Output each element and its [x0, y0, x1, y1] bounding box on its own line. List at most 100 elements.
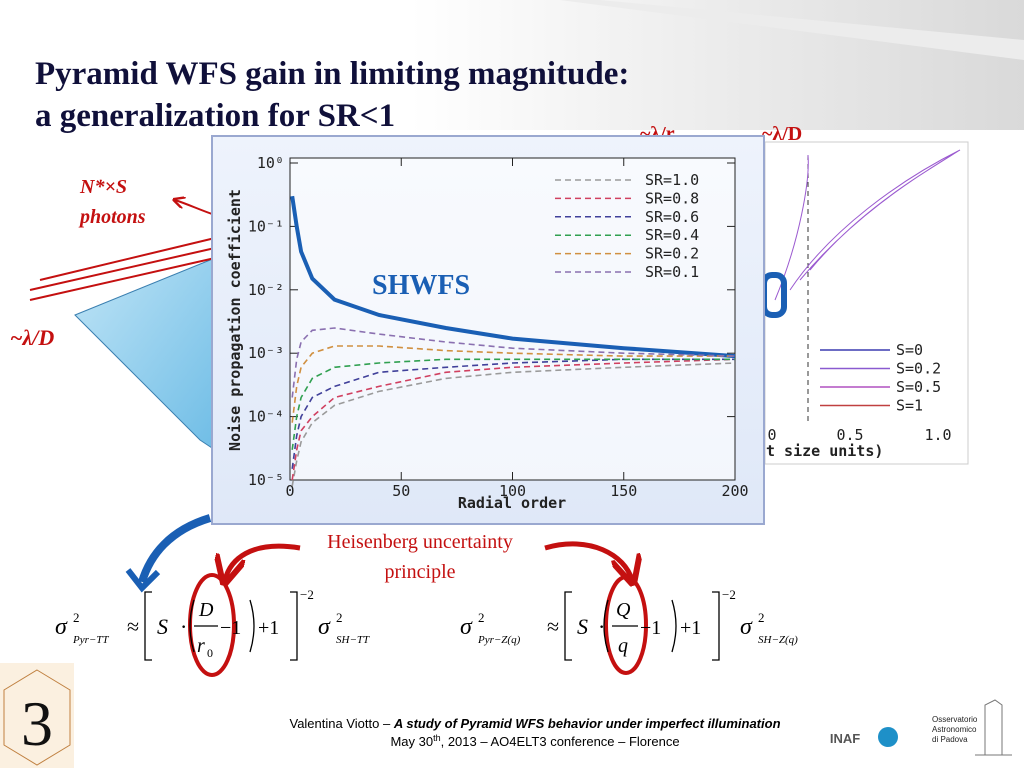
paren: [189, 599, 255, 653]
formula-token: ≈: [547, 614, 559, 639]
y-tick-label: 10⁻¹: [248, 217, 284, 235]
legend-label: SR=0.2: [645, 245, 699, 263]
annotation: principle: [384, 561, 455, 583]
logo-three: 3: [21, 688, 53, 759]
x-tick-label: 0: [767, 426, 776, 444]
formula-token: 2: [478, 610, 485, 625]
background-plot: [764, 141, 969, 465]
title-line: a generalization for SR<1: [35, 98, 395, 134]
legend-label: S=0.5: [896, 378, 941, 396]
annotation: ~λ/D: [10, 325, 54, 350]
formula-token: Pyr−TT: [72, 634, 109, 646]
formula-token: 0: [207, 646, 213, 660]
bracket: [564, 591, 720, 661]
formula-token: σ: [740, 614, 753, 640]
legend-label: SR=0.8: [645, 189, 699, 207]
background-curves: [774, 149, 961, 301]
formula-token: S: [577, 614, 588, 639]
talk-title: A study of Pyramid WFS behavior under im…: [393, 716, 781, 731]
arrow: [175, 200, 216, 216]
formula-token: r: [197, 635, 205, 657]
legend-label: SR=0.6: [645, 208, 699, 226]
annotation: ~λ/D: [762, 123, 802, 145]
date: May 30: [390, 734, 433, 749]
formula-token: ≈: [127, 614, 139, 639]
legend-label: SR=1.0: [645, 171, 699, 189]
dash: –: [379, 716, 393, 731]
decor: [560, 0, 1024, 60]
series-line: [291, 358, 735, 469]
y-axis-label: Noise propagation coefficient: [226, 189, 244, 451]
y-tick-label: 10⁻⁵: [248, 471, 284, 489]
blue-arrow-head: [125, 568, 161, 593]
formula-token: −1: [640, 617, 661, 639]
footer-line: Valentina Viotto – A study of Pyramid WF…: [289, 716, 780, 731]
annotation: photons: [78, 206, 146, 228]
x-tick-label: 150: [610, 482, 637, 500]
x-tick-label: 1.0: [924, 426, 951, 444]
highlight: [604, 575, 648, 675]
date: , 2013 – AO4ELT3 conference – Florence: [441, 734, 680, 749]
formula-token: +1: [680, 617, 701, 639]
padova-logo: Osservatorio: [932, 715, 978, 724]
x-axis-label: t size units): [766, 442, 883, 460]
logo-dot: [878, 727, 898, 747]
arrow: [225, 543, 301, 580]
formula-token: S: [157, 614, 168, 639]
series-line: [291, 358, 736, 481]
formula-token: σ: [460, 614, 473, 640]
arrow: [544, 541, 632, 580]
padova-logo: di Padova: [932, 735, 968, 744]
annotation: N*×S: [79, 176, 127, 198]
x-tick-label: 0: [285, 482, 294, 500]
logo-hex: [3, 669, 71, 766]
title-line: Pyramid WFS gain in limiting magnitude:: [35, 56, 629, 92]
formula-token: −2: [300, 587, 314, 602]
padova-tower: [975, 699, 1012, 756]
footer-date: May 30th, 2013 – AO4ELT3 conference – Fl…: [390, 733, 679, 749]
date-sup: th: [433, 733, 441, 743]
annotation: Heisenberg uncertainty: [327, 531, 513, 553]
series-label: SHWFS: [372, 270, 470, 301]
formula-token: σ: [55, 614, 68, 640]
header-band: [0, 0, 1024, 130]
rays: [29, 237, 216, 301]
legend-label: SR=0.4: [645, 226, 699, 244]
formula-token: +1: [258, 617, 279, 639]
author: Valentina Viotto: [289, 716, 379, 731]
paren: [603, 599, 677, 653]
y-tick-label: 10⁻²: [248, 281, 284, 299]
inaf-logo: INAF: [830, 731, 860, 746]
series-line: [290, 195, 736, 359]
padova-logo: Astronomico: [932, 725, 977, 734]
legend-label: SR=0.1: [645, 263, 699, 281]
formula-token: ·: [598, 614, 605, 639]
formula-token: Pyr−Z(q): [477, 634, 521, 646]
bracket: [144, 591, 298, 661]
series-line: [291, 362, 736, 487]
x-tick-label: 100: [499, 482, 526, 500]
formula-token: −1: [220, 617, 241, 639]
formula-token: 2: [336, 610, 343, 625]
legend-label: S=0: [896, 341, 923, 359]
formula-token: SH−Z(q): [758, 634, 798, 646]
y-tick-label: 10⁻³: [248, 344, 284, 362]
formula-token: σ: [318, 614, 331, 640]
series-line: [291, 358, 735, 450]
formula-token: ·: [180, 614, 187, 639]
series-line: [291, 345, 735, 423]
formula-token: D: [198, 599, 214, 621]
legend-label: S=1: [896, 397, 923, 415]
pyramid-illustration: [74, 257, 216, 451]
x-axis-label: Radial order: [458, 494, 566, 512]
y-tick-label: 10⁻⁴: [248, 408, 284, 426]
x-tick-label: 50: [392, 482, 410, 500]
x-tick-label: 0.5: [836, 426, 863, 444]
legend-label: S=0.2: [896, 360, 941, 378]
formula-token: SH−TT: [336, 634, 370, 646]
formula-token: −2: [722, 587, 736, 602]
formula-token: 2: [758, 610, 765, 625]
blue-arrow: [138, 514, 212, 584]
formula-token: Q: [616, 599, 631, 621]
